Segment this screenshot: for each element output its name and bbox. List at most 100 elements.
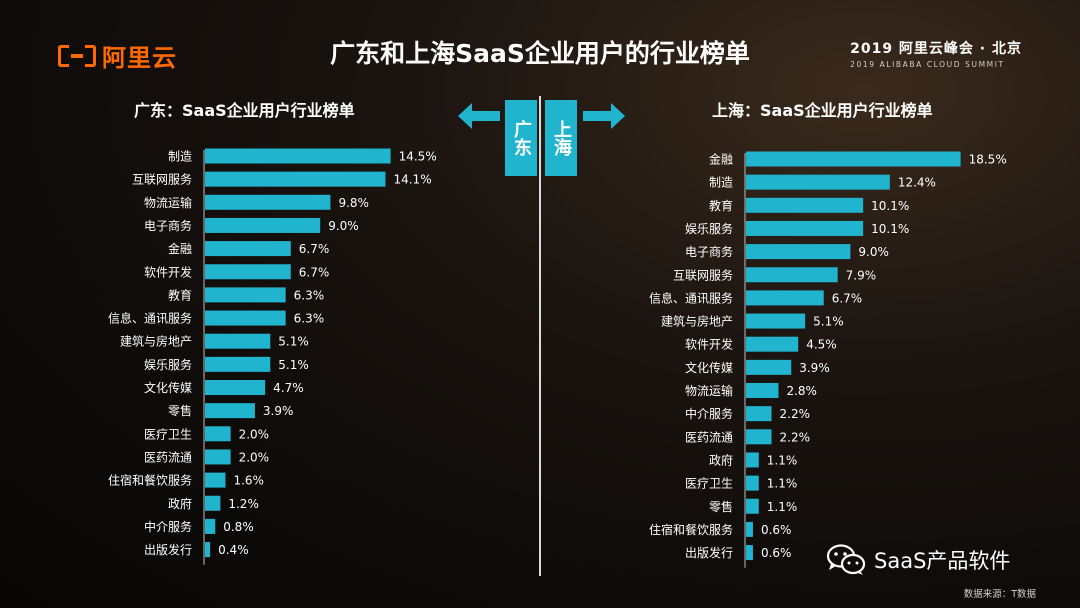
category-label: 政府	[709, 452, 733, 467]
category-label: 医药流通	[144, 450, 192, 464]
data-source-note: 数据来源：T数据	[963, 589, 1036, 600]
category-label: 建筑与房地产	[661, 314, 733, 329]
data-label: 10.1%	[871, 222, 909, 236]
data-label: 5.1%	[278, 358, 309, 372]
bar	[205, 264, 291, 280]
bar	[746, 220, 864, 236]
data-label: 1.1%	[767, 500, 798, 514]
wechat-account-name: SaaS产品软件	[874, 549, 1011, 573]
page-title: 广东和上海SaaS企业用户的行业榜单	[330, 39, 750, 68]
data-label: 4.7%	[273, 381, 304, 395]
bar	[746, 336, 799, 352]
data-label: 6.3%	[294, 288, 325, 302]
alibaba-cloud-logo: 阿里云	[58, 38, 177, 73]
bar	[746, 383, 779, 398]
data-label: 4.5%	[806, 338, 837, 352]
category-label: 制造	[168, 150, 192, 164]
category-label: 信息、通讯服务	[649, 290, 733, 305]
bar	[205, 194, 331, 210]
category-label: 教育	[709, 198, 733, 213]
data-label: 12.4%	[898, 176, 936, 190]
category-label: 零售	[168, 403, 192, 418]
data-label: 2.0%	[239, 450, 270, 464]
data-label: 5.1%	[813, 315, 844, 329]
category-label: 医药流通	[685, 430, 733, 444]
summit-badge: 2019 阿里云峰会 · 北京 2019 ALIBABA CLOUD SUMMI…	[850, 38, 1022, 69]
category-label: 娱乐服务	[144, 357, 192, 372]
guangdong-bar-chart: 制造 14.5% 互联网服务 14.1% 物流运输 9.8% 电子商务 9.0% 金融 6.7% 软…	[108, 148, 437, 565]
category-label: 教育	[168, 287, 192, 302]
category-label: 娱乐服务	[685, 221, 733, 236]
arrow-left-icon	[458, 103, 500, 129]
city-tag-shanghai-label: 上海	[551, 120, 572, 156]
data-label: 18.5%	[969, 153, 1007, 167]
data-label: 1.1%	[767, 453, 798, 467]
category-label: 文化传媒	[685, 360, 733, 375]
shanghai-chart-title: 上海：SaaS企业用户行业榜单	[712, 101, 933, 120]
data-label: 2.2%	[780, 430, 811, 444]
guangdong-chart-title: 广东：SaaS企业用户行业榜单	[134, 101, 355, 120]
data-label: 3.9%	[263, 404, 294, 418]
bar	[746, 406, 772, 422]
wechat-icon	[826, 544, 866, 575]
data-label: 5.1%	[278, 335, 309, 349]
category-label: 金融	[168, 241, 192, 256]
bar	[205, 495, 221, 511]
arrow-right-icon	[583, 103, 625, 129]
data-label: 1.2%	[228, 497, 258, 511]
category-label: 出版发行	[685, 545, 733, 560]
category-label: 信息、通讯服务	[108, 311, 192, 326]
bar	[205, 542, 211, 558]
bar	[205, 356, 271, 372]
summit-line1: 2019 阿里云峰会 · 北京	[850, 41, 1022, 57]
data-label: 3.9%	[799, 361, 830, 375]
category-label: 互联网服务	[132, 172, 192, 187]
data-label: 6.3%	[294, 312, 325, 326]
category-label: 制造	[709, 176, 733, 190]
category-label: 出版发行	[144, 542, 192, 557]
category-label: 建筑与房地产	[120, 334, 192, 349]
alibaba-cloud-logo-icon	[58, 44, 96, 67]
category-label: 住宿和餐饮服务	[649, 522, 733, 537]
category-label: 互联网服务	[673, 267, 733, 282]
bar	[746, 452, 759, 468]
data-label: 0.4%	[218, 543, 249, 557]
bar	[746, 359, 792, 375]
bar	[746, 475, 759, 491]
category-label: 中介服务	[685, 406, 733, 421]
bar	[205, 449, 231, 465]
data-label: 6.7%	[832, 291, 863, 305]
category-label: 文化传媒	[144, 380, 192, 395]
bar	[746, 151, 961, 167]
bar	[746, 498, 759, 514]
data-label: 1.1%	[767, 477, 798, 491]
center-divider	[539, 96, 541, 576]
bar	[205, 171, 386, 187]
data-label: 0.6%	[761, 523, 792, 537]
bar	[205, 426, 231, 442]
bar	[746, 267, 838, 283]
city-tag-guangdong: 广东	[505, 100, 537, 176]
category-label: 软件开发	[685, 337, 733, 352]
bar	[746, 545, 753, 561]
category-label: 物流运输	[144, 195, 192, 210]
data-label: 0.6%	[761, 546, 792, 560]
data-label: 6.7%	[299, 242, 330, 256]
data-label: 10.1%	[871, 199, 909, 213]
bar	[746, 244, 851, 260]
bar	[746, 429, 772, 445]
category-label: 政府	[168, 496, 192, 511]
data-label: 2.2%	[780, 407, 811, 421]
bar	[205, 217, 321, 233]
data-label: 6.7%	[299, 265, 330, 279]
bar	[746, 197, 864, 213]
data-label: 2.8%	[786, 384, 817, 398]
data-label: 9.0%	[858, 245, 889, 259]
data-label: 14.5%	[399, 150, 437, 164]
data-label: 9.0%	[328, 219, 359, 233]
bar	[205, 518, 216, 534]
category-label: 医疗卫生	[685, 477, 733, 491]
bar	[205, 148, 391, 164]
data-label: 14.1%	[393, 173, 431, 187]
